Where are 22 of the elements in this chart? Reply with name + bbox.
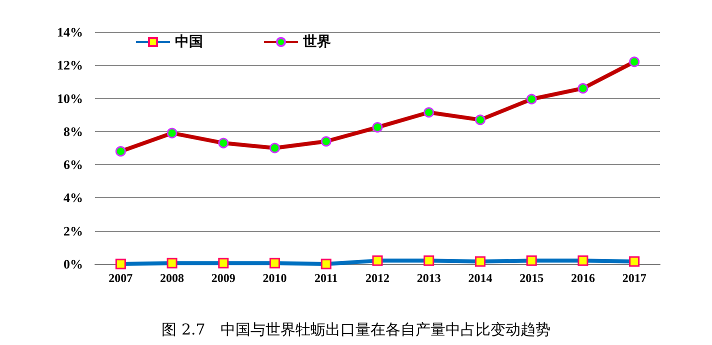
x-tick-label: 2012 bbox=[366, 271, 390, 285]
x-tick-label: 2015 bbox=[520, 271, 544, 285]
x-tick-label: 2013 bbox=[416, 271, 441, 285]
y-tick-label: 8% bbox=[64, 124, 83, 139]
x-tick-label: 2008 bbox=[160, 271, 184, 285]
y-tick-label: 12% bbox=[57, 58, 83, 73]
legend-label: 世界 bbox=[302, 34, 331, 50]
caption: 图 2.7 中国与世界牡蛎出口量在各自产量中占比变动趋势 bbox=[162, 320, 550, 338]
x-tick-label: 2009 bbox=[211, 271, 236, 285]
x-tick-label: 2017 bbox=[622, 271, 646, 285]
y-tick-label: 10% bbox=[57, 90, 83, 106]
x-tick-label: 2014 bbox=[468, 271, 492, 285]
x-tick-label: 2011 bbox=[314, 271, 338, 285]
y-tick-label: 0% bbox=[64, 256, 83, 272]
legend-label: 中国 bbox=[175, 34, 203, 50]
y-tick-label: 4% bbox=[64, 190, 83, 206]
x-tick-label: 2016 bbox=[570, 271, 595, 285]
x-tick-label: 2010 bbox=[262, 271, 287, 285]
y-tick-label: 2% bbox=[64, 223, 83, 238]
x-tick-label: 2007 bbox=[108, 271, 133, 285]
y-tick-label: 6% bbox=[64, 157, 83, 172]
y-tick-label: 14% bbox=[57, 24, 83, 40]
